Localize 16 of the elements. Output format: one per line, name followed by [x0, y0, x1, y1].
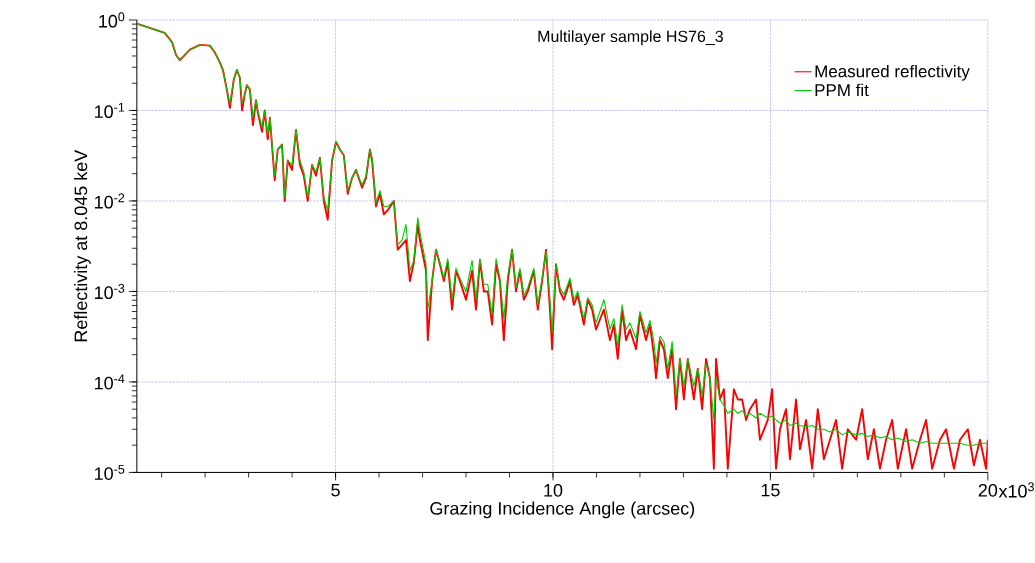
text: Multilayer sample HS76_3	[538, 30, 723, 46]
x-tick-label: 10	[544, 483, 563, 497]
y-tick-label: 10$^{-2}$	[95, 193, 125, 209]
y-tick-label: 10$^{-3}$	[95, 283, 125, 299]
x-tick-label: 5	[331, 483, 340, 497]
legend-label: PPM fit	[815, 83, 869, 96]
y-tick-label: 10$^{-4}$	[95, 374, 125, 390]
y-tick-label: 10$^{-5}$	[95, 464, 125, 480]
x-axis-title: Grazing Incidence Angle (arcsec)	[430, 501, 695, 519]
y-tick-label: 10$^{-1}$	[95, 102, 125, 118]
y-axis-title: Reflectivity at 8.045 keV	[74, 149, 91, 341]
y-tick-label: 10$^{0}$	[99, 12, 125, 28]
x-tick-label: 15	[761, 483, 780, 497]
legend-label: Measured reflectivity	[815, 64, 970, 81]
x-tick-label: 20	[978, 483, 998, 497]
text: x10$^{3}$	[998, 482, 1034, 498]
